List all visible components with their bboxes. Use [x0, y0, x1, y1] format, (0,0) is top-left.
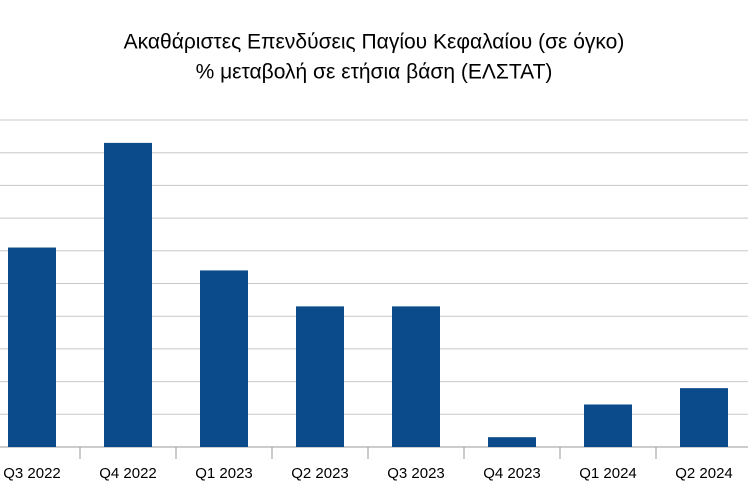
bar	[584, 404, 632, 447]
x-tick-label: Q2 2024	[675, 465, 733, 482]
bar	[8, 247, 56, 447]
x-tick-label: Q4 2023	[483, 465, 541, 482]
chart-title: Ακαθάριστες Επενδύσεις Παγίου Κεφαλαίου …	[124, 31, 625, 54]
x-tick-label: Q2 2023	[291, 465, 349, 482]
x-tick-label: Q4 2022	[99, 465, 157, 482]
bar	[392, 306, 440, 447]
bar	[680, 388, 728, 447]
chart-subtitle: % μεταβολή σε ετήσια βάση (ΕΛΣΤΑΤ)	[196, 61, 553, 84]
x-tick-label: Q3 2022	[3, 465, 61, 482]
bar	[296, 306, 344, 447]
x-tick-label: Q3 2023	[387, 465, 445, 482]
bar	[200, 270, 248, 447]
bar	[488, 437, 536, 447]
x-tick-label: Q1 2024	[579, 465, 637, 482]
x-tick-label: Q1 2023	[195, 465, 253, 482]
bar	[104, 142, 152, 447]
